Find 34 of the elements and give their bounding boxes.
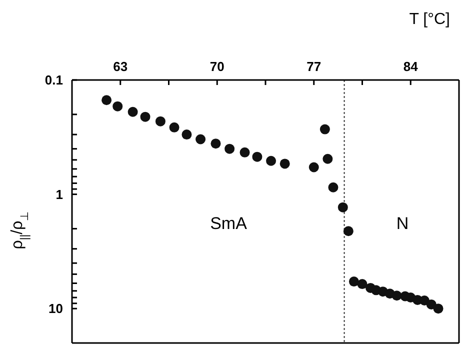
point — [357, 279, 368, 290]
point — [210, 138, 221, 149]
annotation: SmA — [210, 214, 248, 233]
point — [322, 154, 333, 164]
y-tick-label: 10 — [48, 301, 63, 316]
point — [308, 162, 319, 172]
point — [338, 202, 348, 212]
y-tick-label: 1 — [56, 186, 63, 202]
x-tick-label: 77 — [306, 59, 322, 74]
y-tick-label: 0.1 — [44, 72, 63, 88]
point — [169, 122, 180, 132]
point — [128, 106, 138, 117]
x-tick-label: 70 — [210, 59, 224, 74]
annotation: N — [396, 214, 409, 233]
point — [155, 116, 166, 126]
x-tick-label: 84 — [403, 59, 419, 74]
x-tick-label: 63 — [113, 59, 128, 74]
point — [182, 130, 192, 140]
point — [102, 95, 112, 106]
point — [224, 144, 235, 154]
point — [196, 134, 206, 144]
point — [266, 156, 276, 166]
x-axis-title: T [°C] — [409, 11, 450, 28]
point — [280, 158, 290, 169]
point — [328, 182, 338, 192]
point — [392, 290, 402, 301]
point — [348, 276, 359, 287]
point — [112, 101, 123, 112]
point — [252, 152, 262, 162]
point — [140, 112, 150, 122]
point — [240, 147, 250, 158]
point — [320, 124, 330, 134]
point — [343, 226, 354, 236]
point — [433, 304, 444, 314]
